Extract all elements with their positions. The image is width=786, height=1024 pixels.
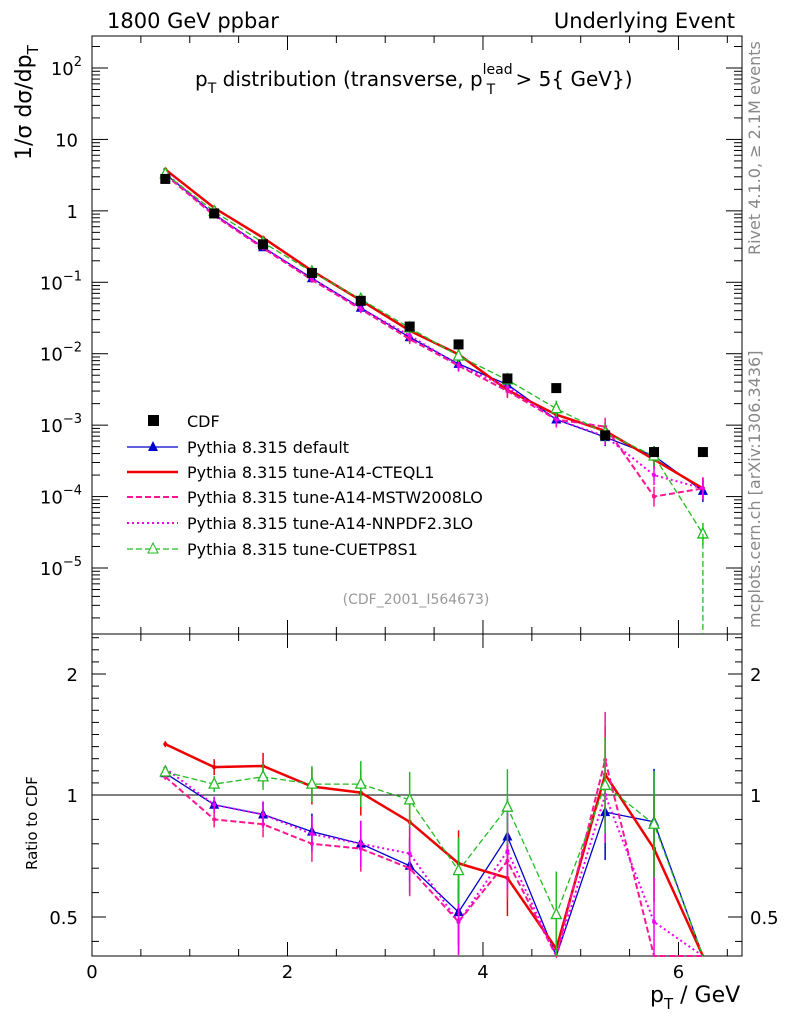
rivet-label: Rivet 4.1.0, ≥ 2.1M events (745, 41, 764, 255)
legend-label: Pythia 8.315 tune-A14-MSTW2008LO (187, 488, 483, 507)
legend-label: CDF (187, 412, 220, 431)
cdf-marker (502, 373, 513, 384)
series-5 (159, 166, 709, 957)
series-2 (163, 167, 705, 957)
x-tick-label: 0 (86, 962, 97, 983)
x-tick-label: 6 (673, 962, 684, 983)
legend-label: Pythia 8.315 tune-A14-NNPDF2.3LO (187, 514, 473, 533)
y-tick-label: 10−3 (40, 412, 82, 437)
cdf-marker (160, 173, 171, 184)
y-tick-label: 10−4 (40, 484, 82, 509)
cdf-marker (209, 208, 220, 219)
series-3 (163, 172, 705, 959)
ratio-point (305, 776, 318, 789)
axes-layer: 0 2 4 6 102 10 1 10−1 10−2 10−3 10−4 10−5 0.5 0.5 1 1 2 2 (40, 36, 779, 983)
data-point (505, 385, 510, 390)
cdf-marker (355, 295, 366, 306)
legend: CDF Pythia 8.315 default Pythia 8.315 tune… (127, 412, 483, 559)
series-4 (163, 170, 705, 959)
x-tick-label: 4 (477, 962, 488, 983)
cdf-marker (649, 447, 660, 458)
ratio-point (652, 919, 657, 924)
data-point (652, 473, 657, 478)
data-point (700, 486, 705, 491)
legend-label: Pythia 8.315 default (187, 438, 349, 457)
plot-title: pT distribution (transverse, plead T > 5{… (195, 62, 633, 98)
legend-marker (148, 441, 158, 451)
ratio-point (212, 817, 217, 822)
ratio-point (403, 792, 416, 805)
data-point (554, 417, 559, 422)
y-tick-label: 10−5 (40, 555, 82, 580)
ratio-tick-label-right: 2 (750, 665, 761, 686)
series-line (164, 173, 704, 535)
ratio-point (159, 764, 172, 777)
ratio-point (309, 832, 314, 837)
series-line (164, 174, 704, 498)
ratio-tick-label-left: 1 (67, 786, 78, 807)
ratio-point (550, 907, 563, 920)
series-layer (159, 166, 709, 959)
y-tick-label: 10−2 (40, 341, 82, 366)
y-tick-label: 1 (67, 202, 78, 223)
ratio-point (208, 776, 221, 789)
cdf-marker (258, 239, 269, 250)
data-point (358, 306, 363, 311)
cdf-marker (697, 447, 708, 458)
ratio-point (358, 841, 363, 846)
ratio-point (261, 812, 266, 817)
legend-label: Pythia 8.315 tune-A14-CTEQL1 (187, 463, 434, 482)
header-right: Underlying Event (554, 9, 735, 33)
header-left: 1800 GeV ppbar (107, 9, 279, 33)
cdf-marker (306, 267, 317, 278)
cdf-marker (600, 430, 611, 441)
ratio-point (163, 742, 168, 747)
ratio-line (164, 759, 703, 959)
ratio-point (456, 919, 461, 924)
x-tick-label: 2 (282, 962, 293, 983)
ratio-point (212, 802, 217, 807)
data-point (550, 401, 563, 414)
ratio-point (599, 777, 612, 790)
legend-label: Pythia 8.315 tune-CUETP8S1 (187, 540, 418, 559)
series-1 (160, 167, 708, 958)
legend-cdf-marker (148, 415, 159, 426)
y-tick-label: 10−1 (40, 269, 82, 294)
ratio-line (165, 771, 704, 957)
data-point (652, 494, 657, 499)
ratio-tick-label-left: 0.5 (49, 908, 78, 929)
x-axis-label: pT / GeV (650, 983, 740, 1013)
ratio-point (212, 765, 217, 770)
ratio-tick-label-right: 0.5 (750, 908, 779, 929)
y-axis-label: 1/σ dσ/dpT (12, 44, 42, 160)
cdf-data (160, 173, 708, 458)
ratio-point (501, 799, 514, 812)
ratio-point (354, 776, 367, 789)
cdf-marker (453, 339, 464, 350)
ratio-point (505, 849, 510, 854)
data-point (452, 348, 465, 361)
y-tick-label: 102 (51, 55, 82, 80)
cdf-marker (404, 321, 415, 332)
ratio-y-label: Ratio to CDF (23, 776, 41, 870)
ratio-tick-label-right: 1 (750, 786, 761, 807)
ratio-point (407, 851, 412, 856)
ratio-point (647, 816, 661, 829)
analysis-id: (CDF_2001_I564673) (343, 592, 490, 608)
ratio-line (164, 767, 704, 959)
series-line (164, 172, 704, 490)
data-point (407, 333, 412, 338)
y-tick-label: 10 (55, 130, 78, 151)
ratio-point (452, 863, 465, 876)
ratio-line (164, 743, 705, 957)
mcplots-label: mcplots.cern.ch [arXiv:1306.3436] (745, 351, 764, 628)
ratio-tick-label-left: 2 (67, 665, 78, 686)
ratio-point (257, 769, 270, 782)
data-point (456, 363, 461, 368)
cdf-marker (551, 383, 562, 394)
legend-marker (147, 541, 159, 554)
